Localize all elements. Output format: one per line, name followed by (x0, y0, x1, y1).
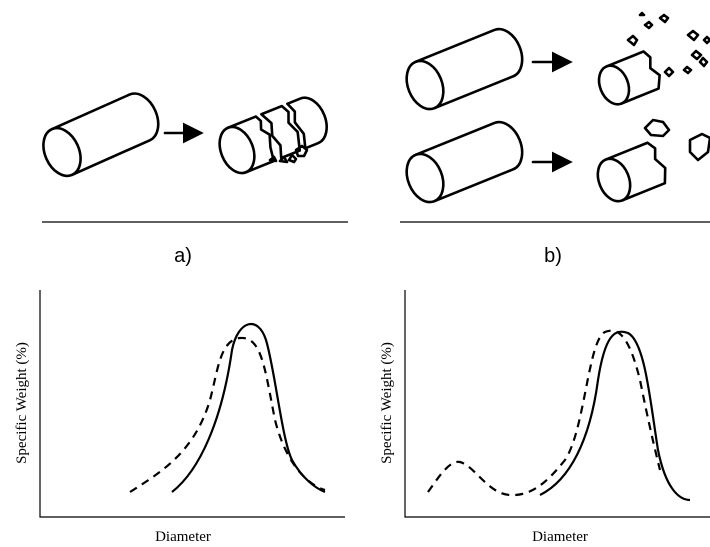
y-axis-label: Specific Weight (%) (379, 342, 395, 464)
panel-label: a) (174, 245, 192, 267)
fragments (643, 118, 710, 162)
fragments (626, 11, 710, 78)
panel-a: a) (35, 86, 348, 267)
cylinder (398, 22, 531, 116)
dashed-curve (129, 336, 326, 493)
panel-b: b) (398, 11, 710, 267)
broken-cylinder (596, 141, 667, 203)
solid-curve (171, 322, 326, 494)
axes (39, 290, 345, 518)
y-axis-label: Specific Weight (%) (14, 342, 30, 464)
broken-cylinder (218, 96, 328, 175)
cylinder (35, 86, 167, 184)
broken-cylinder (597, 50, 661, 106)
axes (404, 290, 710, 518)
plot-2: Specific Weight (%) Diameter (379, 290, 710, 545)
fragments (268, 144, 309, 164)
x-axis-label: Diameter (532, 529, 588, 545)
solid-curve (539, 330, 691, 502)
panel-label: b) (544, 245, 562, 267)
cylinder (398, 115, 531, 209)
dashed-curve (427, 329, 662, 497)
x-axis-label: Diameter (155, 529, 211, 545)
plot-1: Specific Weight (%) Diameter (14, 290, 345, 545)
